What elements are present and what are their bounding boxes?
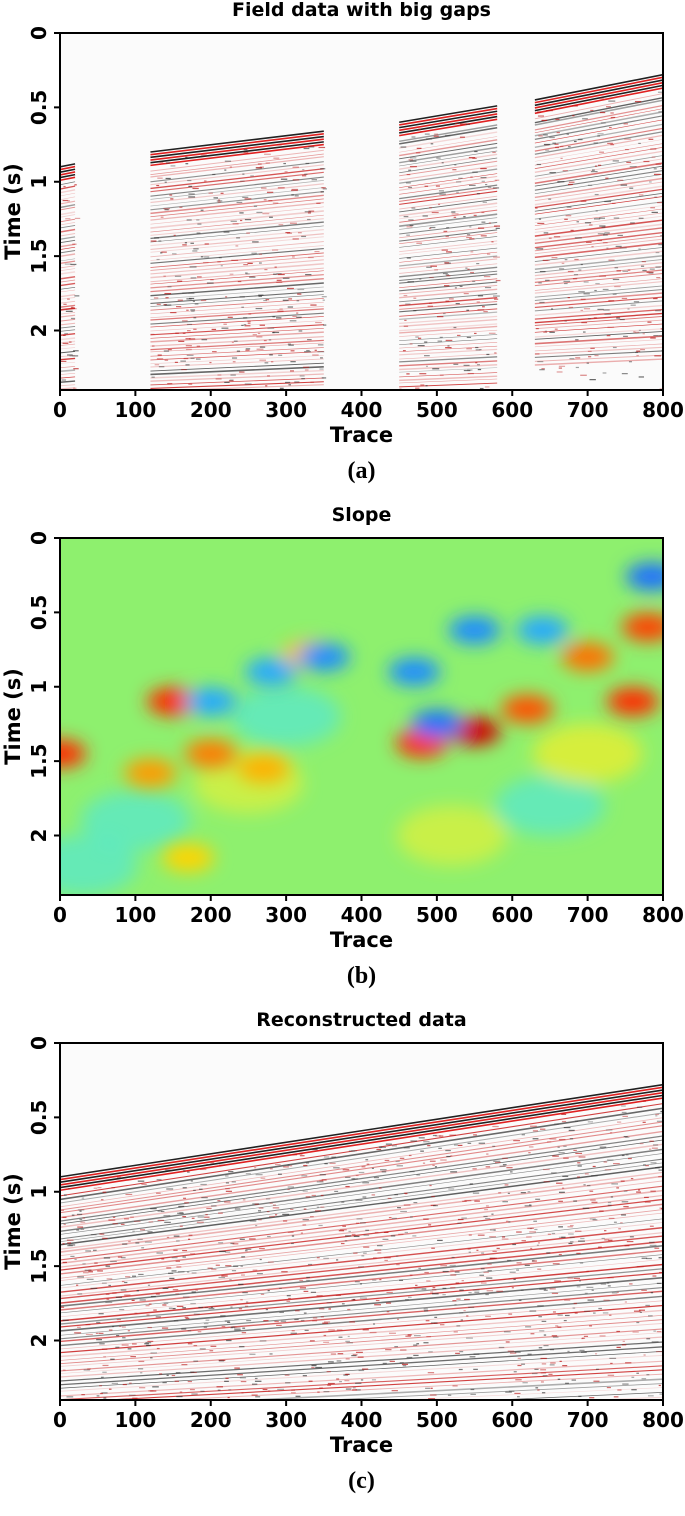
x-tick-label: 800 bbox=[642, 398, 684, 422]
x-tick-label: 200 bbox=[190, 398, 232, 422]
x-tick-label: 200 bbox=[190, 1408, 232, 1432]
chart-title: Reconstructed data bbox=[256, 1010, 466, 1031]
chart-title: Slope bbox=[332, 505, 392, 526]
x-tick-label: 0 bbox=[53, 1408, 67, 1432]
x-tick-label: 0 bbox=[53, 398, 67, 422]
y-tick-label: 1.5 bbox=[27, 238, 51, 273]
y-axis-label: Time (s) bbox=[1, 1173, 25, 1270]
chart-svg: Reconstructed data 0 100 200 300 400 500 600 700… bbox=[1, 1010, 684, 1494]
slope-blob-20 bbox=[516, 616, 569, 645]
slope-haze-1 bbox=[231, 686, 342, 747]
x-tick-label: 500 bbox=[416, 1408, 458, 1432]
slope-haze-6 bbox=[60, 835, 138, 895]
slope-haze-2 bbox=[494, 775, 605, 836]
y-tick-label: 0 bbox=[27, 531, 51, 545]
y-tick-label: 2 bbox=[27, 1334, 51, 1348]
x-tick-label: 400 bbox=[341, 398, 383, 422]
x-axis-label: Trace bbox=[330, 928, 393, 952]
panel-caption: (c) bbox=[348, 1468, 375, 1494]
chart-title: Field data with big gaps bbox=[232, 0, 491, 21]
x-tick-label: 600 bbox=[491, 1408, 533, 1432]
x-tick-label: 300 bbox=[265, 903, 307, 927]
x-tick-label: 700 bbox=[567, 398, 609, 422]
y-tick-label: 0 bbox=[27, 26, 51, 40]
plot-area bbox=[60, 538, 663, 895]
x-tick-label: 400 bbox=[341, 1408, 383, 1432]
slope-blob-1 bbox=[147, 687, 200, 716]
x-tick-label: 700 bbox=[567, 1408, 609, 1432]
y-axis-label: Time (s) bbox=[1, 668, 25, 765]
x-tick-label: 200 bbox=[190, 903, 232, 927]
panel-caption: (a) bbox=[348, 458, 376, 484]
chart-panel-b: Slope 0 100 200 300 400 500 600 700 800 0 0.5 1 1.5 2 T… bbox=[0, 505, 685, 1010]
plot-area bbox=[60, 1043, 663, 1400]
slope-haze-0 bbox=[80, 790, 191, 851]
x-tick-label: 400 bbox=[341, 903, 383, 927]
seismic-block-2 bbox=[399, 105, 501, 390]
slope-blob-19 bbox=[625, 562, 663, 591]
slope-blob-13 bbox=[184, 687, 237, 716]
slope-blob-2 bbox=[124, 759, 177, 788]
x-tick-label: 600 bbox=[491, 398, 533, 422]
seismic-block-0 bbox=[60, 1083, 663, 1400]
y-axis-label: Time (s) bbox=[1, 163, 25, 260]
slope-blob-10 bbox=[561, 643, 614, 671]
slope-blob-12 bbox=[621, 613, 663, 642]
x-tick-label: 300 bbox=[265, 398, 307, 422]
y-tick-label: 0.5 bbox=[27, 90, 51, 125]
chart-panel-c: Reconstructed data 0 100 200 300 400 500 600 700… bbox=[0, 1010, 685, 1515]
slope-blob-14 bbox=[245, 657, 298, 686]
x-tick-label: 600 bbox=[491, 903, 533, 927]
seismic-block-3 bbox=[534, 73, 663, 390]
slope-blob-3 bbox=[184, 739, 237, 768]
y-tick-label: 0.5 bbox=[27, 1100, 51, 1135]
x-axis-label: Trace bbox=[330, 1433, 393, 1457]
plot-area bbox=[60, 33, 663, 390]
slope-haze-5 bbox=[532, 723, 643, 784]
slope-blob-15 bbox=[297, 643, 350, 671]
slope-blob-17 bbox=[448, 616, 501, 645]
y-tick-label: 1 bbox=[27, 680, 51, 694]
y-tick-label: 1.5 bbox=[27, 1248, 51, 1283]
slope-blob-9 bbox=[501, 695, 554, 724]
y-tick-label: 2 bbox=[27, 829, 51, 843]
seismic-block-0 bbox=[60, 163, 81, 390]
slope-blob-16 bbox=[388, 657, 441, 686]
x-tick-label: 700 bbox=[567, 903, 609, 927]
chart-panel-a: Field data with big gaps 0 100 200 300 400 500… bbox=[0, 0, 685, 505]
slope-blob-18 bbox=[410, 709, 463, 738]
y-tick-label: 0.5 bbox=[27, 595, 51, 630]
seismic-block-1 bbox=[150, 130, 327, 390]
y-tick-label: 2 bbox=[27, 324, 51, 338]
x-tick-label: 300 bbox=[265, 1408, 307, 1432]
chart-svg: Slope 0 100 200 300 400 500 600 700 800 0 0.5 1 1.5 2 T… bbox=[1, 505, 684, 989]
y-tick-label: 1 bbox=[27, 1185, 51, 1199]
x-tick-label: 500 bbox=[416, 903, 458, 927]
x-tick-label: 100 bbox=[115, 903, 157, 927]
x-tick-label: 100 bbox=[115, 1408, 157, 1432]
slope-blob-6 bbox=[162, 843, 215, 872]
slope-blob-0 bbox=[60, 739, 86, 768]
x-tick-label: 500 bbox=[416, 398, 458, 422]
x-tick-label: 0 bbox=[53, 903, 67, 927]
chart-svg: Field data with big gaps 0 100 200 300 400 500… bbox=[1, 0, 684, 484]
slope-blob-4 bbox=[237, 754, 290, 783]
x-axis-label: Trace bbox=[330, 423, 393, 447]
y-tick-label: 0 bbox=[27, 1036, 51, 1050]
y-tick-label: 1 bbox=[27, 175, 51, 189]
panel-caption: (b) bbox=[347, 963, 376, 989]
slope-blob-11 bbox=[606, 687, 659, 716]
seismic-background bbox=[60, 33, 663, 390]
x-tick-label: 800 bbox=[642, 1408, 684, 1432]
x-tick-label: 100 bbox=[115, 398, 157, 422]
x-tick-label: 800 bbox=[642, 903, 684, 927]
y-tick-label: 1.5 bbox=[27, 743, 51, 778]
slope-haze-4 bbox=[396, 805, 507, 866]
